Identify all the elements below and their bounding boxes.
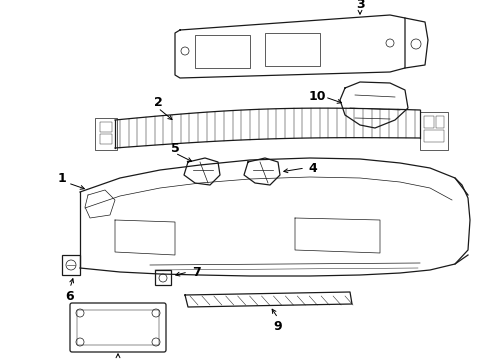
Polygon shape <box>340 82 408 128</box>
Polygon shape <box>244 158 280 185</box>
Bar <box>265 33 320 66</box>
Bar <box>420 112 448 150</box>
Bar <box>62 255 80 275</box>
Bar <box>100 134 112 144</box>
Text: 5: 5 <box>171 141 179 154</box>
Polygon shape <box>80 158 468 276</box>
Text: 2: 2 <box>154 95 162 108</box>
Text: 3: 3 <box>356 0 364 12</box>
Polygon shape <box>175 15 405 78</box>
Polygon shape <box>405 18 428 68</box>
Bar <box>155 270 171 285</box>
Text: 10: 10 <box>308 90 326 104</box>
Text: 6: 6 <box>66 289 74 302</box>
Bar <box>95 118 117 150</box>
Bar <box>77 310 159 345</box>
Polygon shape <box>115 108 420 148</box>
Polygon shape <box>184 158 220 185</box>
Bar <box>424 130 444 142</box>
Text: 4: 4 <box>309 162 318 175</box>
Bar <box>195 35 250 68</box>
Bar <box>436 116 444 128</box>
Text: 7: 7 <box>192 266 200 279</box>
Bar <box>100 122 112 132</box>
Text: 9: 9 <box>274 320 282 333</box>
Polygon shape <box>185 292 352 307</box>
Bar <box>424 116 434 128</box>
Text: 1: 1 <box>58 172 66 185</box>
